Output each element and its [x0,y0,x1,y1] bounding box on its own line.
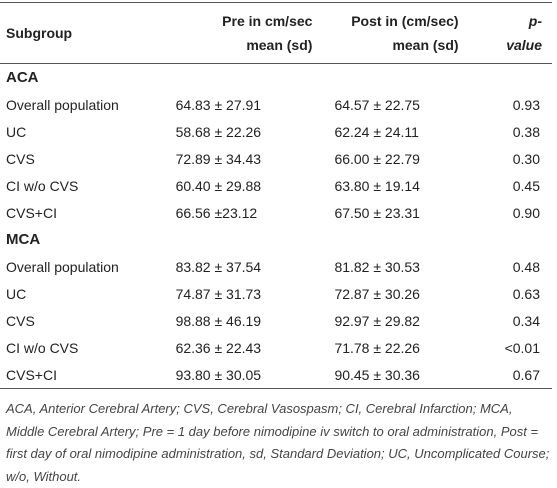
data-row: CI w/o CVS 60.40 ± 29.88 63.80 ± 19.14 0.45 [0,172,552,199]
header-row: Subgroup Pre in cm/sec mean (sd) Post in (c… [0,2,552,64]
cell: CVS [6,150,35,167]
cell: 63.80 ± 19.14 [334,177,420,194]
cell: UC [6,123,27,140]
cell: CI w/o CVS [6,339,79,356]
data-row: UC 58.68 ± 22.26 62.24 ± 24.11 0.38 [0,118,552,145]
cell: 64.57 ± 22.75 [334,96,420,113]
cell: <0.01 [504,339,540,356]
cell: Overall population [6,96,119,113]
table-header: Subgroup Pre in cm/sec mean (sd) Post in (c… [0,2,552,64]
cell: 60.40 ± 29.88 [175,177,262,194]
cell: 72.87 ± 30.26 [334,285,420,302]
data-row: Overall population 64.83 ± 27.91 64.57 ± 2… [0,91,552,118]
group-label: MCA [6,231,41,248]
cell: 0.63 [512,285,540,302]
table-body: ACA Overall population 64.83 ± 27.91 64.57 … [0,64,552,389]
cell: UC [6,285,27,302]
header-line: Pre in cm/sec [222,13,313,29]
cell: 74.87 ± 31.73 [175,285,262,302]
cell: 0.38 [512,123,540,140]
cell: 90.45 ± 30.36 [334,366,420,383]
cell: 58.68 ± 22.26 [175,123,262,140]
header-line: mean (sd) [246,37,313,53]
cell: 0.48 [512,258,540,275]
cell: CVS+CI [6,366,57,383]
data-row: CVS+CI 66.56 ±23.12 67.50 ± 23.31 0.90 [0,199,552,226]
cell: 83.82 ± 37.54 [175,258,262,275]
cell: 93.80 ± 30.05 [175,366,262,383]
group-row: ACA [0,64,552,92]
cell: 64.83 ± 27.91 [175,96,262,113]
cell: Overall population [6,258,119,275]
cell: CVS [6,312,35,329]
cell: 0.93 [512,96,540,113]
column-header: Pre in cm/sec mean (sd) [176,3,335,64]
cell: 62.36 ± 22.43 [175,339,262,356]
cell: 0.67 [512,366,540,383]
group-label: ACA [6,69,39,86]
cell: 0.34 [512,312,540,329]
cell: 81.82 ± 30.53 [334,258,420,275]
header-line: Post in (cm/sec) [351,13,459,29]
cell: CI w/o CVS [6,177,79,194]
data-row: Overall population 83.82 ± 37.54 81.82 ± 3… [0,253,552,280]
data-table: Subgroup Pre in cm/sec mean (sd) Post in (c… [0,2,552,389]
group-row: MCA [0,226,552,253]
header-line: Subgroup [6,25,73,41]
cell: CVS+CI [6,204,57,221]
footnote: ACA, Anterior Cerebral Artery; CVS, Cere… [6,401,550,484]
cell: 71.78 ± 22.26 [334,339,420,356]
cell: 0.30 [512,150,540,167]
header-line: mean (sd) [392,37,459,53]
data-row: CVS 72.89 ± 34.43 66.00 ± 22.79 0.30 [0,145,552,172]
data-row: CI w/o CVS 62.36 ± 22.43 71.78 ± 22.26 <0.0… [0,334,552,361]
cell: 67.50 ± 23.31 [334,204,420,221]
cell: 66.00 ± 22.79 [334,150,420,167]
cell: 0.90 [512,204,540,221]
data-row: CVS+CI 93.80 ± 30.05 90.45 ± 30.36 0.67 [0,361,552,389]
header-line: p-value [506,13,542,53]
data-row: CVS 98.88 ± 46.19 92.97 ± 29.82 0.34 [0,307,552,334]
cell: 0.45 [512,177,540,194]
cell: 98.88 ± 46.19 [175,312,262,329]
column-header: Post in (cm/sec) mean (sd) [334,3,504,64]
column-header: Subgroup [0,3,176,64]
cell: 72.89 ± 34.43 [175,150,262,167]
data-row: UC 74.87 ± 31.73 72.87 ± 30.26 0.63 [0,280,552,307]
column-header: p-value [505,3,552,64]
cell: 66.56 ±23.12 [175,204,258,221]
cell: 92.97 ± 29.82 [334,312,420,329]
cell: 62.24 ± 24.11 [334,123,419,140]
